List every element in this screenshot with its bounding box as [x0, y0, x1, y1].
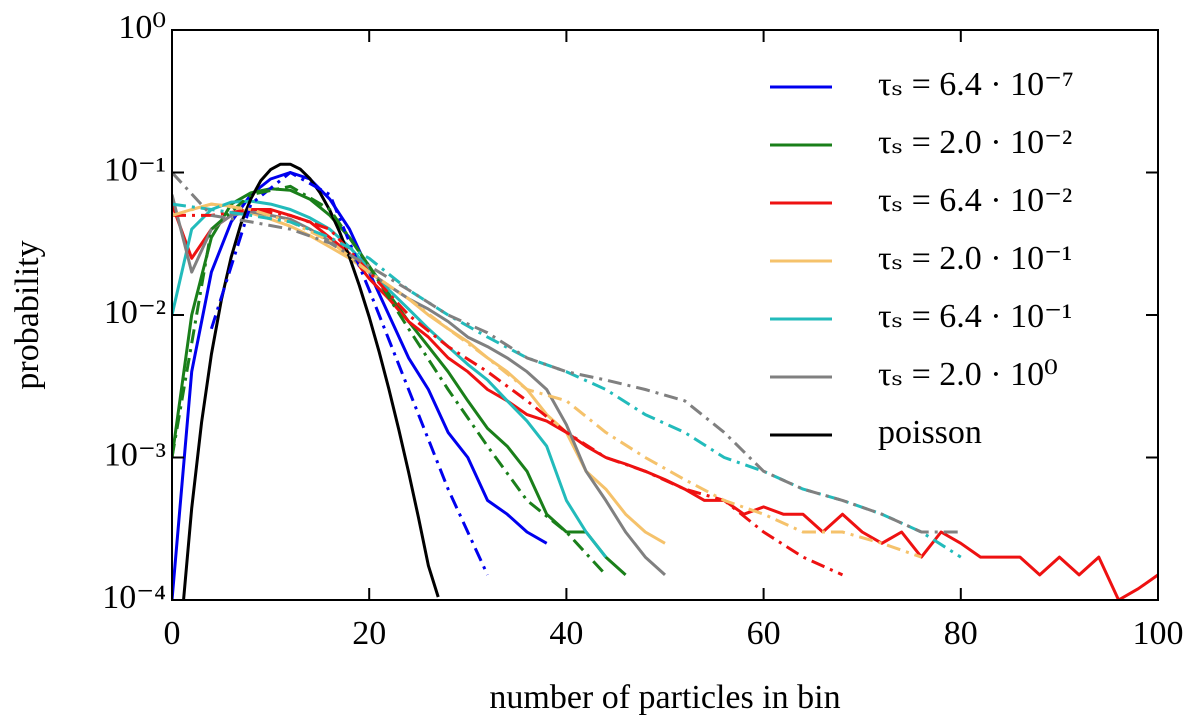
x-tick-label: 80	[944, 615, 978, 652]
legend-label: τₛ = 6.4 · 10⁻¹	[878, 298, 1072, 335]
legend-label: τₛ = 6.4 · 10⁻⁷	[878, 66, 1074, 103]
legend-label: τₛ = 2.0 · 10⁻²	[878, 124, 1072, 161]
series-line	[172, 171, 548, 600]
series-line	[182, 162, 440, 600]
x-tick-label: 40	[549, 615, 583, 652]
y-tick-label: 10⁻¹	[104, 151, 166, 188]
x-tick-label: 0	[164, 615, 181, 652]
x-tick-label: 100	[1133, 615, 1184, 652]
legend-label: poisson	[878, 414, 982, 451]
series-line-dashdot	[172, 208, 844, 577]
legend-label: τₛ = 6.4 · 10⁻²	[878, 182, 1072, 219]
y-tick-label: 10⁰	[118, 9, 166, 46]
x-tick-label: 20	[352, 615, 386, 652]
series-line-dashdot	[172, 184, 607, 576]
series-line	[172, 187, 627, 577]
series-line-dashdot	[172, 171, 961, 534]
y-tick-label: 10⁻⁴	[102, 579, 166, 616]
legend-label: τₛ = 2.0 · 10⁻¹	[878, 240, 1072, 277]
y-axis-label: probability	[9, 240, 46, 389]
legend-label: τₛ = 2.0 · 10⁰	[878, 356, 1058, 393]
series-line-dashdot	[172, 202, 962, 559]
series-line-dashdot	[172, 202, 922, 559]
series-line	[172, 194, 667, 577]
y-tick-label: 10⁻²	[104, 294, 166, 331]
series-line-dashdot	[209, 171, 489, 576]
y-tick-label: 10⁻³	[104, 436, 166, 473]
x-axis-label: number of particles in bin	[489, 679, 840, 716]
x-tick-label: 60	[747, 615, 781, 652]
